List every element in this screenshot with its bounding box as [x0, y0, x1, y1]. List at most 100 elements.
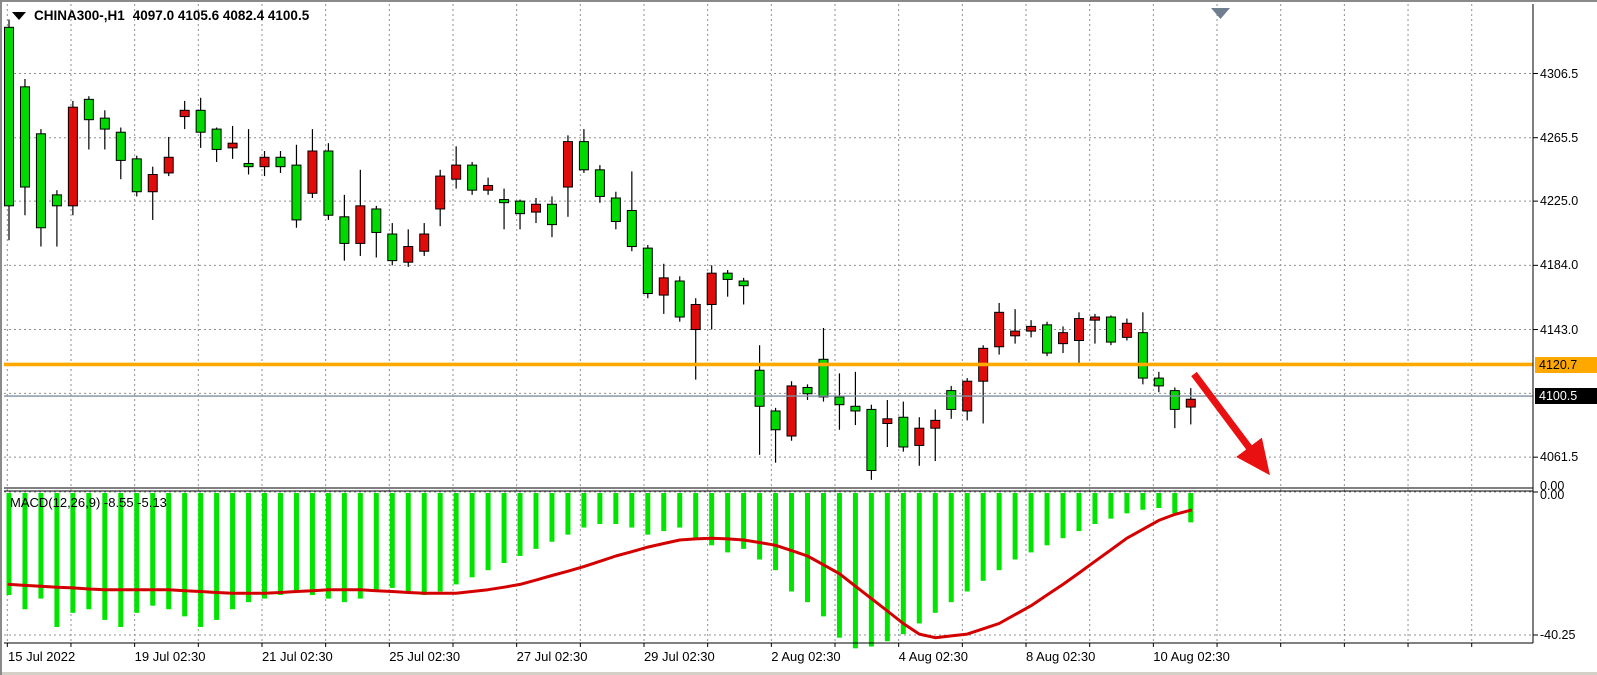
bear-candle: [179, 109, 190, 118]
macd-histogram-bar: [1044, 493, 1050, 546]
scroll-to-end-marker-icon[interactable]: [1211, 8, 1230, 19]
macd-histogram-bar: [581, 493, 587, 528]
bull-candle: [51, 194, 62, 207]
time-axis-label: 15 Jul 2022: [8, 649, 76, 664]
bull-candle: [1169, 390, 1180, 410]
bear-candle: [163, 156, 174, 174]
price-axis-label: 4306.5: [1540, 66, 1579, 81]
bull-candle: [674, 280, 685, 318]
bull-candle: [131, 158, 142, 193]
bull-candle: [115, 131, 126, 161]
macd-histogram-bar: [836, 493, 842, 638]
time-axis-label: 2 Aug 02:30: [771, 649, 841, 664]
macd-axis-label: 0.00: [1540, 479, 1565, 493]
macd-histogram-bar: [820, 493, 826, 617]
gridlines: [4, 4, 1533, 647]
macd-histogram-bar: [900, 493, 906, 635]
macd-histogram-bar: [86, 493, 92, 610]
macd-histogram-bar: [1156, 493, 1162, 508]
macd-histogram-bar: [389, 493, 395, 588]
price-axis-label: 4061.5: [1540, 450, 1579, 465]
bear-candle: [147, 174, 158, 193]
bull-candle: [35, 133, 46, 229]
macd-histogram-bar: [565, 493, 571, 535]
bull-candle: [946, 390, 957, 410]
bull-candle: [770, 410, 781, 431]
macd-histogram-bar: [1012, 493, 1018, 560]
time-axis-label: 10 Aug 02:30: [1153, 649, 1230, 664]
bull-candle: [754, 369, 765, 407]
bear-candle: [403, 246, 414, 263]
macd-pane[interactable]: [6, 493, 1194, 649]
price-axis-label: 4225.0: [1540, 194, 1579, 209]
bear-candle: [690, 303, 701, 331]
macd-histogram-bar: [38, 493, 44, 599]
bull-candle: [1153, 377, 1164, 387]
bull-candle: [387, 233, 398, 262]
bull-candle: [83, 98, 94, 121]
macd-axis-label: 0.00: [1540, 488, 1565, 502]
macd-histogram-bar: [325, 493, 331, 599]
bear-candle: [1089, 316, 1100, 321]
macd-histogram-bar: [661, 493, 667, 532]
bull-candle: [610, 197, 621, 222]
macd-histogram-bar: [932, 493, 938, 613]
bear-candle: [531, 203, 542, 213]
symbol-period-label: CHINA300-,H1: [34, 8, 125, 23]
macd-histogram-bar: [884, 493, 890, 642]
macd-histogram-bar: [517, 493, 523, 556]
macd-histogram-bar: [150, 493, 156, 606]
macd-histogram-bar: [262, 493, 268, 599]
macd-histogram-bar: [868, 493, 874, 647]
macd-histogram-bar: [1076, 493, 1082, 532]
macd-histogram-bar: [996, 493, 1002, 571]
macd-histogram-bar: [469, 493, 475, 578]
macd-histogram-bar: [309, 493, 315, 596]
bear-candle: [307, 150, 318, 194]
macd-histogram-bar: [1028, 493, 1034, 553]
bull-candle: [371, 208, 382, 233]
bear-candle: [1026, 325, 1037, 332]
bid-price-badge: 4100.5: [1535, 388, 1597, 404]
macd-histogram-bar: [1172, 493, 1178, 514]
symbol-dropdown-icon[interactable]: [12, 11, 26, 20]
pane-borders: [4, 4, 1538, 644]
macd-histogram-bar: [341, 493, 347, 603]
macd-histogram-bar: [964, 493, 970, 592]
bear-candle: [658, 277, 669, 296]
macd-histogram-bar: [246, 493, 252, 603]
time-axis-label: 19 Jul 02:30: [134, 649, 206, 664]
macd-histogram-bar: [597, 493, 603, 524]
macd-histogram-bar: [373, 493, 379, 592]
bull-candle: [467, 164, 478, 191]
macd-histogram-bar: [277, 493, 283, 596]
window-bottom-edge: [2, 672, 1597, 675]
bull-candle: [291, 164, 302, 221]
bull-candle: [275, 156, 286, 168]
resistance-line[interactable]: [4, 362, 1533, 367]
bear-candle: [259, 156, 270, 168]
bull-candle: [818, 358, 829, 398]
candles-pane[interactable]: [4, 19, 1196, 480]
macd-histogram-bar: [166, 493, 172, 610]
macd-histogram-bar: [102, 493, 108, 620]
macd-histogram-bar: [1140, 493, 1146, 510]
macd-histogram-bar: [501, 493, 507, 564]
bear-candle: [882, 418, 893, 425]
ohlc-values-label: 4097.0 4105.6 4082.4 4100.5: [132, 8, 310, 23]
bear-candle: [355, 205, 366, 244]
downtrend-arrow[interactable]: [1191, 371, 1270, 476]
macd-histogram-bar: [357, 493, 363, 599]
macd-histogram-bar: [22, 493, 28, 610]
bull-candle: [626, 210, 637, 248]
macd-histogram-bar: [629, 493, 635, 528]
macd-histogram-bar: [789, 493, 795, 592]
bull-candle: [1137, 332, 1148, 379]
bear-candle: [67, 106, 78, 207]
time-axis-label: 27 Jul 02:30: [516, 649, 588, 664]
macd-histogram-bar: [948, 493, 954, 603]
bear-candle: [562, 141, 573, 188]
macd-histogram-bar: [725, 493, 731, 553]
bull-candle: [339, 216, 350, 244]
